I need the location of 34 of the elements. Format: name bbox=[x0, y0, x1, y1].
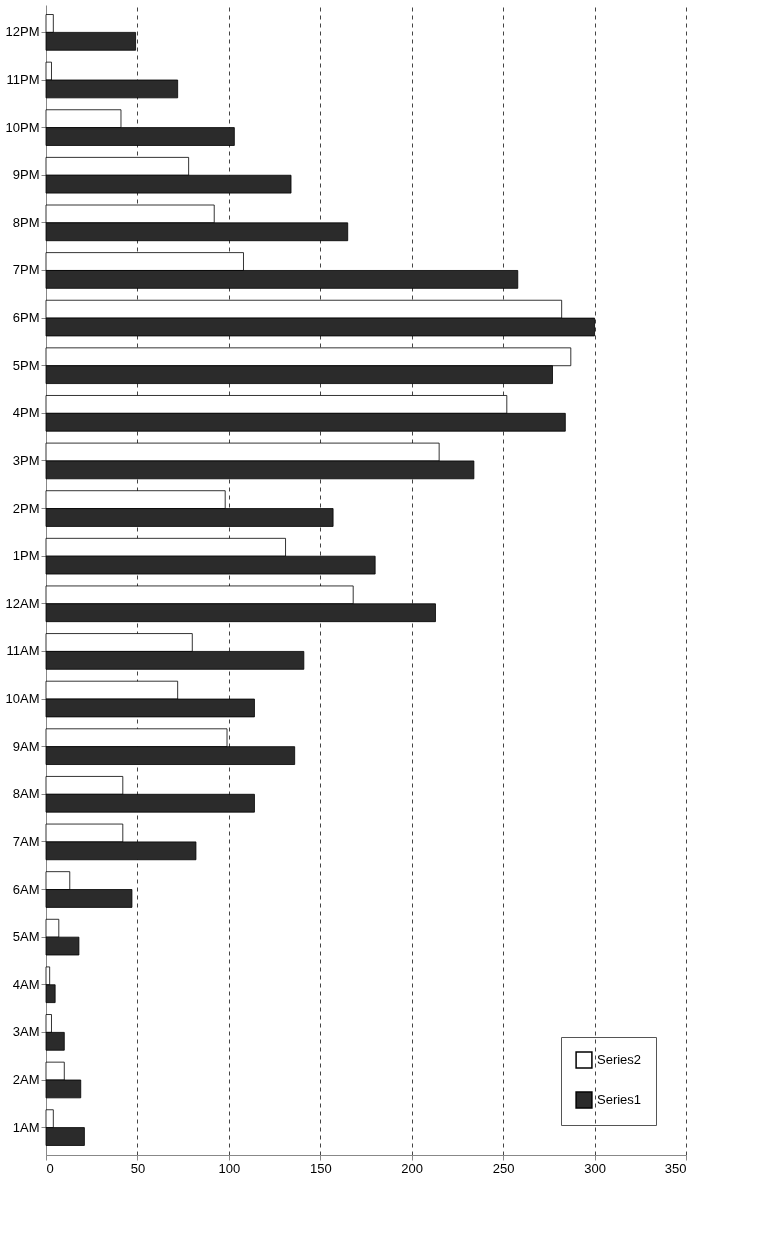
x-tick-label: 150 bbox=[309, 1160, 332, 1176]
y-tick-label: 8PM bbox=[12, 214, 40, 230]
y-tick-label: 5PM bbox=[12, 357, 40, 373]
y-tick-label: 7PM bbox=[12, 262, 40, 278]
y-tick-label: 6PM bbox=[12, 310, 40, 326]
y-tick-label: 11AM bbox=[6, 643, 40, 659]
y-tick-label: 4PM bbox=[12, 405, 40, 421]
y-tick-label: 1AM bbox=[12, 1119, 40, 1135]
y-tick-label: 12PM bbox=[5, 24, 40, 40]
y-tick-label: 2AM bbox=[12, 1072, 40, 1087]
x-tick-label: 100 bbox=[218, 1160, 241, 1176]
y-tick-label: 10PM bbox=[5, 119, 40, 135]
y-tick-label: 11PM bbox=[6, 72, 40, 87]
x-tick-label: 350 bbox=[664, 1160, 687, 1176]
y-tick-label: 4AM bbox=[12, 976, 40, 992]
x-tick-label: 200 bbox=[401, 1160, 424, 1176]
x-tick-label: 50 bbox=[130, 1160, 146, 1176]
y-tick-label: 10AM bbox=[5, 691, 40, 707]
y-tick-label: 9PM bbox=[12, 167, 40, 183]
legend-label: Series1 bbox=[597, 1092, 642, 1107]
x-tick-label: 300 bbox=[584, 1160, 606, 1176]
y-tick-label: 6AM bbox=[12, 881, 40, 897]
y-tick-label: 7AM bbox=[12, 833, 40, 849]
y-tick-label: 3AM bbox=[12, 1024, 40, 1040]
legend-label: Series2 bbox=[597, 1052, 642, 1067]
y-tick-label: 3PM bbox=[12, 452, 40, 468]
x-tick-label: 250 bbox=[492, 1160, 515, 1176]
y-tick-label: 5AM bbox=[12, 929, 40, 945]
y-tick-label: 12AM bbox=[5, 595, 40, 611]
y-tick-label: 9AM bbox=[12, 738, 40, 754]
y-tick-label: 1PM bbox=[12, 548, 40, 564]
y-tick-label: 8AM bbox=[12, 786, 40, 802]
x-tick-label: 0 bbox=[46, 1160, 54, 1176]
y-tick-label: 2PM bbox=[12, 500, 40, 516]
